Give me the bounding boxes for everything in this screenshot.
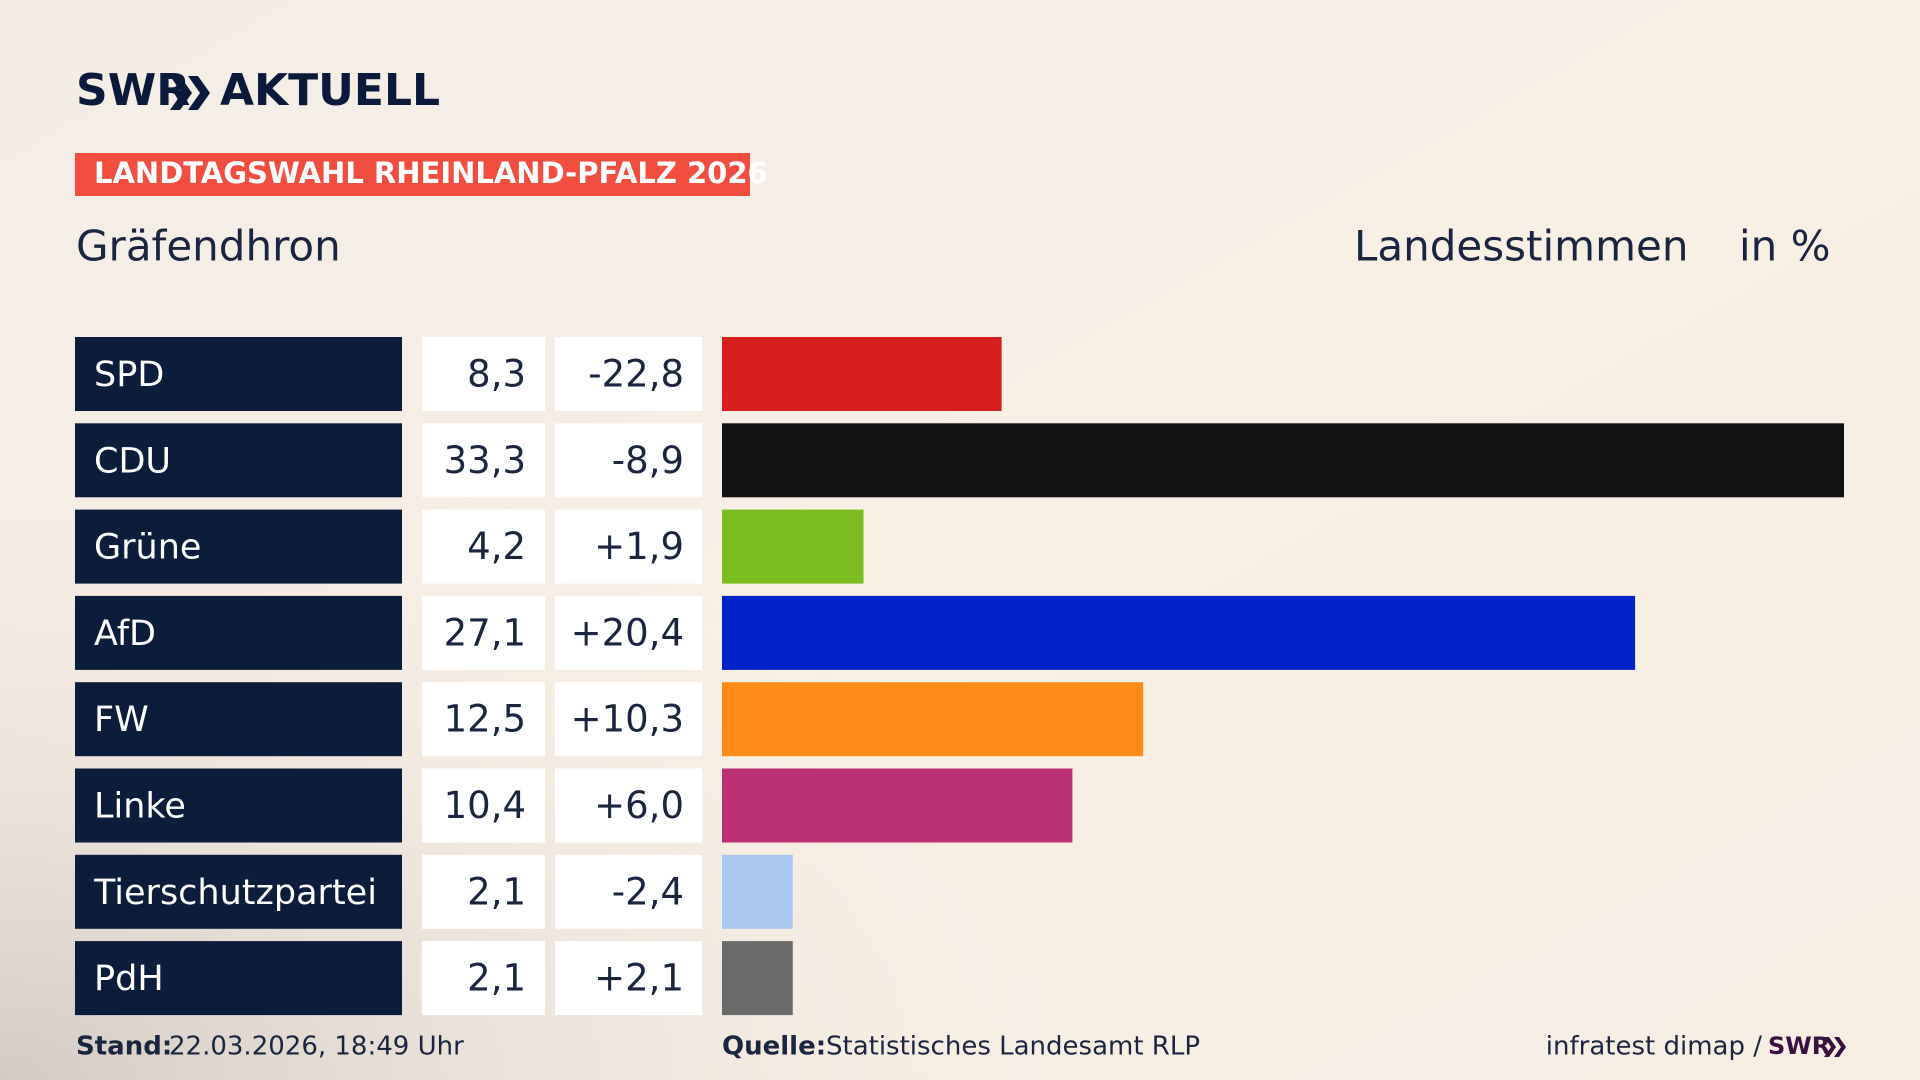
party-label: Tierschutzpartei bbox=[93, 873, 377, 913]
party-label: SPD bbox=[94, 355, 164, 395]
change-box bbox=[555, 423, 702, 498]
change-label: -22,8 bbox=[588, 353, 684, 396]
party-label: Grüne bbox=[94, 528, 201, 568]
bar bbox=[722, 941, 793, 1016]
party-box bbox=[75, 595, 402, 670]
party-box bbox=[75, 854, 402, 929]
change-box bbox=[555, 768, 702, 843]
bar bbox=[722, 595, 1636, 670]
value-box bbox=[422, 682, 545, 757]
bar bbox=[722, 509, 864, 584]
party-box bbox=[75, 682, 402, 757]
chart-title: LANDTAGSWAHL RHEINLAND-PFALZ 2026 bbox=[94, 156, 768, 190]
credit: infratest dimap / bbox=[1546, 1032, 1762, 1062]
logo-suffix: AKTUELL bbox=[220, 65, 440, 116]
change-box bbox=[555, 682, 702, 757]
value-box bbox=[422, 854, 545, 929]
party-label: Linke bbox=[94, 787, 186, 827]
party-label: AfD bbox=[94, 614, 156, 654]
party-box bbox=[75, 337, 402, 411]
value-box bbox=[422, 423, 545, 498]
change-label: +2,1 bbox=[594, 957, 684, 1000]
credit-chevrons bbox=[1824, 1037, 1846, 1057]
value-label: 2,1 bbox=[467, 870, 526, 913]
party-box bbox=[75, 941, 402, 1016]
source-label: Quelle: bbox=[722, 1032, 826, 1062]
logo: SWR bbox=[76, 65, 190, 116]
party-label: FW bbox=[94, 700, 149, 740]
change-box bbox=[555, 509, 702, 584]
value-box bbox=[422, 509, 545, 584]
date: 22.03.2026, 18:49 Uhr bbox=[169, 1032, 464, 1062]
value-label: 33,3 bbox=[444, 439, 526, 482]
bar bbox=[722, 768, 1073, 843]
value-box bbox=[422, 337, 545, 411]
change-label: +20,4 bbox=[571, 611, 684, 654]
change-label: -2,4 bbox=[612, 870, 684, 913]
party-box bbox=[75, 768, 402, 843]
value-box bbox=[422, 595, 545, 670]
change-box bbox=[555, 941, 702, 1016]
title-tag bbox=[75, 153, 750, 196]
bar bbox=[722, 423, 1844, 498]
bar bbox=[722, 337, 1002, 411]
party-box bbox=[75, 509, 402, 584]
party-label: PdH bbox=[94, 959, 164, 999]
subtitle: Gräfendhron bbox=[76, 222, 341, 271]
source: Statistisches Landesamt RLP bbox=[826, 1032, 1200, 1062]
value-box bbox=[422, 768, 545, 843]
value-box bbox=[422, 941, 545, 1016]
logo-chevrons bbox=[170, 76, 210, 110]
bar bbox=[722, 854, 793, 929]
value-label: 8,3 bbox=[467, 353, 526, 396]
change-label: +1,9 bbox=[594, 525, 684, 568]
value-label: 2,1 bbox=[467, 957, 526, 1000]
bar bbox=[722, 682, 1144, 757]
change-box bbox=[555, 595, 702, 670]
value-heading: Landesstimmen bbox=[1354, 222, 1688, 271]
value-label: 12,5 bbox=[444, 698, 526, 741]
party-label: CDU bbox=[94, 441, 171, 481]
value-label: 27,1 bbox=[444, 611, 526, 654]
credit-logo: SWR bbox=[1768, 1032, 1830, 1060]
date-label: Stand: bbox=[76, 1032, 172, 1062]
value-label: 10,4 bbox=[444, 784, 526, 827]
change-label: -8,9 bbox=[612, 439, 684, 482]
change-box bbox=[555, 337, 702, 411]
value-label: 4,2 bbox=[467, 525, 526, 568]
change-label: +10,3 bbox=[571, 698, 684, 741]
change-label: +6,0 bbox=[594, 784, 684, 827]
change-box bbox=[555, 854, 702, 929]
party-box bbox=[75, 423, 402, 498]
unit: in % bbox=[1739, 222, 1831, 271]
